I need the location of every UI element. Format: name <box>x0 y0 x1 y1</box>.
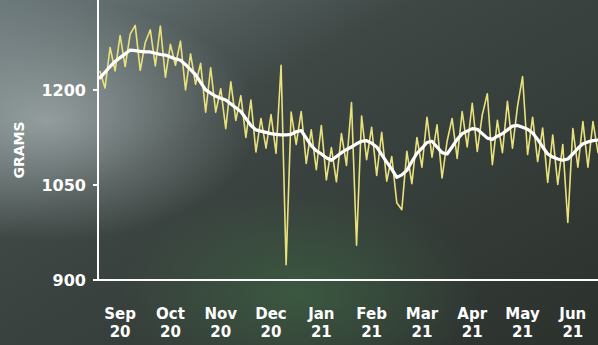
chart: 90010501200GRAMSSep20Oct20Nov20Dec20Jan2… <box>0 0 598 345</box>
x-tick-label-line: Sep <box>104 305 136 323</box>
x-tick-label-line: Jun <box>558 305 586 323</box>
x-tick-label-line: 21 <box>412 323 433 341</box>
x-tick-label-line: Feb <box>356 305 387 323</box>
x-tick-label-line: Oct <box>156 305 185 323</box>
x-tick-label-line: 21 <box>361 323 382 341</box>
y-tick <box>93 184 98 186</box>
x-tick-label: Oct20 <box>156 305 185 341</box>
x-tick-label: Mar21 <box>406 305 439 341</box>
smoothed-line <box>100 50 598 177</box>
x-tick-label-line: Jan <box>307 305 334 323</box>
x-tick-label-line: 21 <box>462 323 483 341</box>
daily-line <box>100 25 598 264</box>
x-tick-label: Dec20 <box>255 305 287 341</box>
x-tick-label-line: 21 <box>311 323 332 341</box>
plot-area <box>100 25 598 264</box>
y-tick-label: 1050 <box>41 176 86 195</box>
x-tick-label-line: 21 <box>562 323 583 341</box>
background <box>0 0 598 345</box>
x-tick-label-line: Nov <box>204 305 237 323</box>
y-tick-label: 1200 <box>41 81 86 100</box>
y-tick <box>93 89 98 91</box>
x-tick-label-line: 20 <box>261 323 282 341</box>
background-glow <box>0 0 598 345</box>
x-tick-label: May21 <box>505 305 540 341</box>
x-axis <box>98 279 598 281</box>
x-tick-label: Jun21 <box>558 305 586 341</box>
y-tick <box>93 279 98 281</box>
x-tick-label: Apr21 <box>457 305 487 341</box>
x-tick-label-line: 20 <box>110 323 131 341</box>
x-tick-label-line: 21 <box>512 323 533 341</box>
x-tick-label: Feb21 <box>356 305 387 341</box>
x-tick-label-line: Dec <box>255 305 287 323</box>
y-axis-label: GRAMS <box>11 121 27 178</box>
background-leaf <box>0 0 598 345</box>
x-tick-label-line: May <box>505 305 540 323</box>
x-tick-label-line: Apr <box>457 305 487 323</box>
x-tick-label: Jan21 <box>307 305 334 341</box>
x-tick-label-line: Mar <box>406 305 439 323</box>
x-tick-label-line: 20 <box>210 323 231 341</box>
x-tick-label: Nov20 <box>204 305 237 341</box>
x-tick-label: Sep20 <box>104 305 136 341</box>
y-axis <box>97 0 99 280</box>
y-tick-label: 900 <box>53 271 86 290</box>
x-tick-label-line: 20 <box>160 323 181 341</box>
